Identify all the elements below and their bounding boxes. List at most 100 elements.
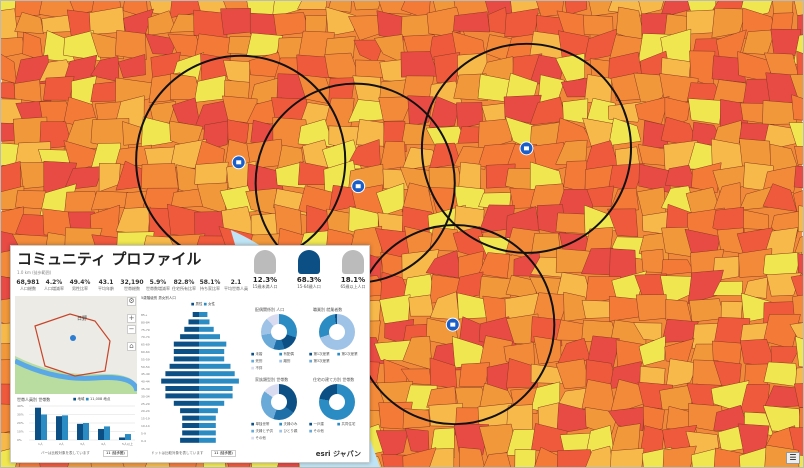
- zoom-in-button[interactable]: +: [127, 314, 136, 323]
- male-bar: [165, 371, 199, 377]
- donut-title: 家族類型別 世帯数: [255, 377, 289, 382]
- store-pin-icon[interactable]: [519, 141, 534, 156]
- male-bar: [165, 386, 199, 391]
- age-group-label: 15歳未満人口: [252, 284, 278, 289]
- map-area: [798, 205, 803, 233]
- age-label: 30-34: [141, 394, 150, 398]
- map-place-label: 日野: [77, 316, 88, 322]
- age-label: 85+: [141, 313, 148, 317]
- store-pin-icon[interactable]: [445, 317, 460, 332]
- donut-legend: ■ 第1次産業 ■ 第2次産業■ 第3次産業: [309, 352, 358, 363]
- donut-title: 配偶関係別 人口: [255, 307, 285, 312]
- stat-label: 世帯数増減率: [146, 286, 170, 291]
- map-area: [478, 252, 511, 279]
- map-area: [794, 1, 803, 17]
- legend-item: 第2次産業: [341, 352, 358, 356]
- map-area: [477, 118, 513, 152]
- y-tick-label: 20%: [17, 421, 24, 425]
- age-label: 35-39: [141, 387, 150, 391]
- map-area: [586, 185, 615, 207]
- age-group-value: 18.1%: [340, 276, 366, 284]
- x-tick-label: 4人: [101, 442, 106, 446]
- community-profile-panel: コミュニティ プロファイル 1.0 km (徒歩範囲) 68,981 人口総数 4.…: [10, 245, 370, 463]
- bar: [56, 416, 62, 440]
- male-bar: [161, 378, 199, 384]
- home-button[interactable]: ⌂: [127, 342, 136, 351]
- bar: [104, 426, 110, 440]
- map-area: [402, 447, 437, 467]
- legend-toggle-button[interactable]: ☰: [786, 452, 800, 464]
- map-area: [43, 76, 75, 101]
- female-bar: [199, 363, 231, 369]
- settings-button[interactable]: ⚙: [127, 297, 136, 306]
- female-bar: [199, 437, 216, 443]
- map-area: [794, 145, 803, 165]
- male-bar: [180, 334, 199, 340]
- y-tick-label: 0%: [17, 438, 22, 442]
- stat-label: 平均世帯人員: [224, 286, 248, 291]
- pyramid-legend-female: 女性: [208, 302, 215, 306]
- age-label: 20-24: [141, 409, 150, 413]
- age-label: 10-14: [141, 424, 150, 428]
- map-area: [227, 119, 250, 148]
- legend-item: 死別: [255, 359, 263, 363]
- age-label: 45-49: [141, 372, 150, 376]
- x-tick-label: 2人: [59, 442, 64, 446]
- pyramid-select[interactable]: 11 (徒歩圏): [211, 450, 236, 457]
- stat-label: 人口総数: [20, 286, 36, 291]
- male-bar: [184, 326, 199, 332]
- stat-label: 平均年齢: [98, 286, 114, 291]
- pyramid-note: ドットは比較対象を表しています: [151, 451, 204, 455]
- map-area: [662, 445, 697, 467]
- female-bar: [199, 408, 218, 414]
- map-area: [483, 452, 511, 467]
- donut-title: 職業別 就業者数: [313, 307, 343, 312]
- legend-item: 夫婦のみ: [283, 422, 298, 426]
- stat-item: 49.4% 男性比率: [67, 279, 93, 293]
- store-pin-icon[interactable]: [231, 155, 246, 170]
- bar: [125, 434, 131, 440]
- bar-select[interactable]: 11 (徒歩圏): [103, 450, 128, 457]
- mini-map[interactable]: 日野 ⚙ + − ⌂: [15, 296, 137, 394]
- map-area: [378, 1, 412, 15]
- map-area: [115, 30, 147, 61]
- age-group-item: 18.1% 65歳以上人口: [337, 250, 369, 294]
- female-bar: [199, 356, 225, 362]
- y-tick-label: 10%: [17, 430, 24, 434]
- female-bar: [199, 371, 235, 377]
- female-bar: [199, 319, 210, 325]
- map-area: [458, 362, 491, 387]
- female-bar: [199, 393, 233, 399]
- map-area: [789, 322, 803, 341]
- map-area: [1, 8, 19, 43]
- male-bar: [192, 312, 199, 317]
- stat-item: 43.1 平均年齢: [93, 279, 119, 293]
- legend-item: 共同住宅: [341, 422, 356, 426]
- bar: [98, 428, 104, 440]
- stat-value: 49.4%: [69, 279, 91, 286]
- male-bar: [165, 393, 199, 399]
- store-pin-icon[interactable]: [351, 179, 366, 194]
- bar-note: バーは比較対象を表しています: [41, 451, 90, 455]
- stat-item: 2.1 平均世帯人員: [223, 279, 249, 293]
- map-area: [428, 96, 460, 128]
- stat-value: 5.9%: [149, 279, 167, 286]
- x-tick-label: 5人以上: [122, 441, 133, 446]
- age-group-item: 68.3% 15-64歳人口: [293, 250, 325, 294]
- bar-legend-compare: 11,008 地点: [90, 397, 111, 401]
- map-area: [643, 405, 665, 434]
- female-bar: [199, 312, 208, 317]
- stat-value: 32,190: [120, 279, 144, 286]
- donut-chart: [261, 384, 297, 420]
- age-label: 40-44: [141, 380, 150, 384]
- map-area: [798, 407, 803, 435]
- age-label: 55-59: [141, 357, 150, 361]
- x-tick-label: 1人: [38, 442, 43, 446]
- stat-label: 持ち家比率: [200, 286, 220, 291]
- zoom-out-button[interactable]: −: [127, 325, 136, 334]
- legend-item: 離別: [283, 359, 291, 363]
- age-label: 75-79: [141, 328, 150, 332]
- male-bar: [182, 415, 199, 421]
- age-label: 70-74: [141, 335, 150, 339]
- map-area: [633, 72, 670, 109]
